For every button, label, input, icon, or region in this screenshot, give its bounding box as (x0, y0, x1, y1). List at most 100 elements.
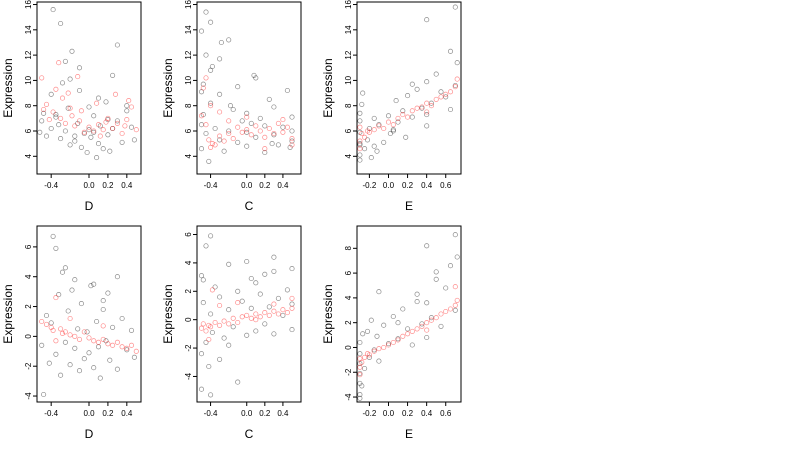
data-point (385, 119, 392, 125)
series-points (39, 233, 137, 398)
data-point (208, 100, 214, 106)
scatter-panel: -0.2 0.0 0.2 0.4 0.6 -4 -2 0 2 4 6 8 E Expression (321, 225, 462, 441)
data-point (452, 284, 458, 290)
data-point (374, 148, 380, 154)
y-axis-title: Expression (321, 58, 335, 117)
data-point (72, 133, 78, 139)
data-point (203, 9, 209, 15)
data-point (438, 89, 444, 95)
data-point (371, 115, 377, 121)
data-point (262, 123, 268, 129)
data-point (72, 333, 78, 339)
data-point (414, 326, 420, 332)
x-tick-label: -0.4 (204, 409, 218, 418)
data-point (390, 127, 396, 133)
data-point (105, 290, 111, 296)
data-point (95, 344, 102, 350)
data-point (248, 132, 254, 138)
y-tick-label: 16 (344, 0, 353, 9)
data-point (94, 318, 100, 325)
data-point (360, 90, 366, 96)
data-point (81, 356, 87, 362)
data-point (271, 331, 277, 337)
x-axis-title: C (245, 427, 254, 441)
data-point (405, 114, 411, 120)
series-points (357, 4, 460, 163)
data-point (381, 344, 387, 351)
data-point (114, 274, 120, 280)
data-point (289, 142, 295, 148)
data-point (95, 122, 102, 128)
data-point (206, 158, 212, 164)
data-point (203, 122, 209, 128)
data-point (359, 359, 365, 365)
data-point (266, 125, 272, 132)
y-tick-label: 0 (184, 317, 193, 322)
data-point (221, 335, 227, 341)
data-point (58, 326, 64, 332)
data-point (366, 129, 372, 135)
data-point (452, 232, 458, 238)
y-tick-label: -4 (24, 392, 33, 400)
data-point (357, 124, 363, 130)
data-point (409, 108, 415, 114)
data-point (271, 308, 277, 314)
data-point (239, 314, 245, 320)
series-points (198, 287, 295, 343)
data-point (374, 333, 380, 339)
data-point (128, 342, 135, 348)
data-point (208, 324, 214, 330)
data-point (366, 352, 372, 358)
data-point (217, 91, 223, 97)
x-tick-label: 0.0 (241, 181, 253, 190)
data-point (110, 125, 116, 132)
data-point (235, 84, 241, 90)
data-point (257, 128, 263, 134)
x-tick-label: 0.2 (402, 409, 414, 418)
data-point (226, 342, 232, 348)
data-point (244, 258, 250, 265)
data-point (251, 72, 257, 78)
data-point (97, 375, 103, 381)
x-tick-label: -0.2 (363, 409, 377, 418)
data-point (403, 134, 409, 140)
data-point (75, 120, 81, 126)
data-point (454, 297, 460, 303)
data-point (114, 118, 120, 124)
data-point (95, 339, 102, 345)
data-point (447, 48, 454, 54)
data-point (81, 130, 87, 137)
data-point (248, 315, 254, 321)
data-point (67, 142, 73, 148)
data-point (59, 95, 66, 101)
data-point (400, 112, 406, 118)
data-point (414, 299, 420, 305)
data-point (424, 123, 430, 129)
data-point (452, 307, 458, 313)
data-point (208, 233, 214, 239)
data-point (366, 125, 372, 132)
data-point (53, 114, 59, 120)
x-tick-label: 0.4 (121, 409, 133, 418)
y-axis-title: Expression (1, 284, 15, 343)
data-point (103, 99, 109, 105)
data-point (275, 295, 281, 301)
data-point (124, 345, 130, 351)
series-points (357, 76, 460, 152)
data-point (206, 336, 212, 343)
x-axis-title: D (85, 199, 94, 213)
y-tick-label: 2 (184, 289, 193, 294)
data-point (454, 60, 460, 66)
x-axis-title: D (85, 427, 94, 441)
data-point (424, 243, 430, 249)
data-point (91, 128, 97, 134)
data-point (357, 157, 363, 163)
data-point (371, 347, 377, 353)
data-point (91, 113, 97, 119)
data-point (424, 100, 430, 106)
data-point (454, 254, 460, 260)
data-point (357, 372, 363, 378)
data-point (209, 287, 215, 293)
data-point (414, 86, 420, 92)
scatter-panel: -0.4 0.0 0.2 0.4 4 6 8 10 12 14 16 D Expression (1, 0, 142, 213)
